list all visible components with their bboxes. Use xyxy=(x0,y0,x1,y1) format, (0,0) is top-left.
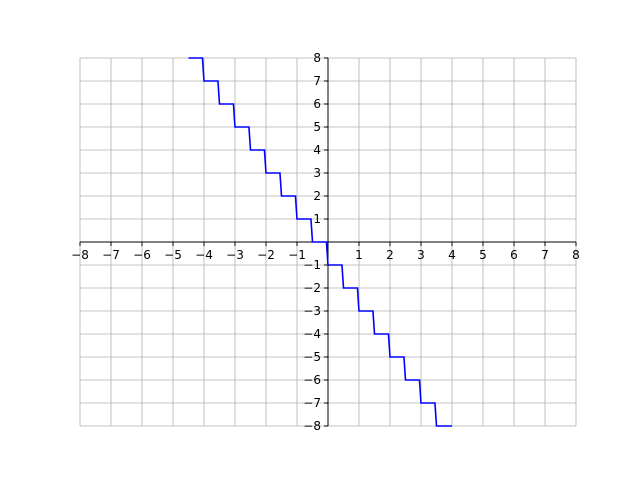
y-tick-label: 8 xyxy=(313,51,321,65)
y-tick-label: 6 xyxy=(313,97,321,111)
y-tick-label: −2 xyxy=(303,281,321,295)
series-line xyxy=(188,57,452,427)
x-tick-label: −1 xyxy=(288,248,306,262)
x-tick-label: −6 xyxy=(133,248,151,262)
y-tick-label: 1 xyxy=(313,212,321,226)
x-tick-label: 1 xyxy=(355,248,363,262)
x-tick-label: −8 xyxy=(71,248,89,262)
x-tick-label: −3 xyxy=(226,248,244,262)
x-tick-label: −7 xyxy=(102,248,120,262)
y-tick-label: −5 xyxy=(303,350,321,364)
x-tick-label: 3 xyxy=(417,248,425,262)
x-tick-label: 5 xyxy=(479,248,487,262)
y-tick-label: −6 xyxy=(303,373,321,387)
y-tick-label: −1 xyxy=(303,258,321,272)
plot-area xyxy=(188,57,452,427)
y-tick-label: −7 xyxy=(303,396,321,410)
y-tick-label: 4 xyxy=(313,143,321,157)
x-tick-label: 2 xyxy=(386,248,394,262)
x-tick-label: 6 xyxy=(510,248,518,262)
y-tick-label: −4 xyxy=(303,327,321,341)
x-tick-label: 7 xyxy=(541,248,549,262)
y-tick-label: 7 xyxy=(313,74,321,88)
y-tick-label: −3 xyxy=(303,304,321,318)
tick-labels: −8 −7 −6 −5 −4 −3 −2 −1 1 2 3 4 5 6 7 8 −8 −7 −6 −5 −4 −3 −2 −1… xyxy=(71,51,580,433)
axes xyxy=(79,57,577,427)
y-tick-label: 3 xyxy=(313,166,321,180)
x-tick-label: −2 xyxy=(257,248,275,262)
y-tick-label: −8 xyxy=(303,419,321,433)
x-tick-label: 8 xyxy=(572,248,580,262)
x-tick-label: −5 xyxy=(164,248,182,262)
x-tick-label: −4 xyxy=(195,248,213,262)
y-tick-label: 5 xyxy=(313,120,321,134)
x-tick-label: 4 xyxy=(448,248,456,262)
y-tick-label: 2 xyxy=(313,189,321,203)
